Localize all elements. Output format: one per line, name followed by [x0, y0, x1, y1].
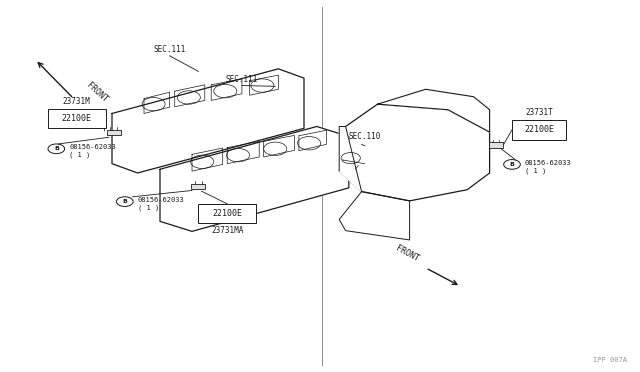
Polygon shape	[339, 104, 490, 201]
Polygon shape	[160, 126, 349, 231]
Bar	[198, 204, 256, 223]
Text: 22100E: 22100E	[212, 209, 242, 218]
Text: 23731T: 23731T	[525, 108, 553, 117]
Bar	[191, 184, 205, 189]
Polygon shape	[339, 126, 362, 192]
Bar	[489, 142, 503, 148]
Bar	[48, 109, 106, 128]
Text: 08156-62033: 08156-62033	[525, 160, 572, 166]
Text: 08156-62033: 08156-62033	[138, 197, 184, 203]
Text: ( 1 ): ( 1 )	[138, 204, 159, 211]
Text: IPP 007A: IPP 007A	[593, 357, 627, 363]
Text: SEC.111: SEC.111	[226, 75, 258, 84]
Text: ( 1 ): ( 1 )	[525, 167, 546, 174]
Text: B: B	[54, 146, 59, 151]
Text: FRONT: FRONT	[85, 81, 109, 105]
Polygon shape	[339, 192, 410, 240]
Text: ( 1 ): ( 1 )	[69, 151, 90, 158]
Text: 22100E: 22100E	[62, 114, 92, 123]
Bar	[512, 120, 566, 140]
Text: 22100E: 22100E	[524, 125, 554, 134]
Text: B: B	[509, 162, 515, 167]
Text: 08156-62033: 08156-62033	[69, 144, 116, 150]
Bar	[107, 130, 121, 135]
Text: 23731M: 23731M	[63, 97, 91, 106]
Polygon shape	[112, 69, 304, 173]
Text: 23731MA: 23731MA	[211, 226, 243, 235]
Text: SEC.110: SEC.110	[349, 132, 381, 141]
Polygon shape	[378, 89, 490, 132]
Text: FRONT: FRONT	[394, 244, 420, 263]
Text: SEC.111: SEC.111	[154, 45, 186, 54]
Text: B: B	[122, 199, 127, 204]
